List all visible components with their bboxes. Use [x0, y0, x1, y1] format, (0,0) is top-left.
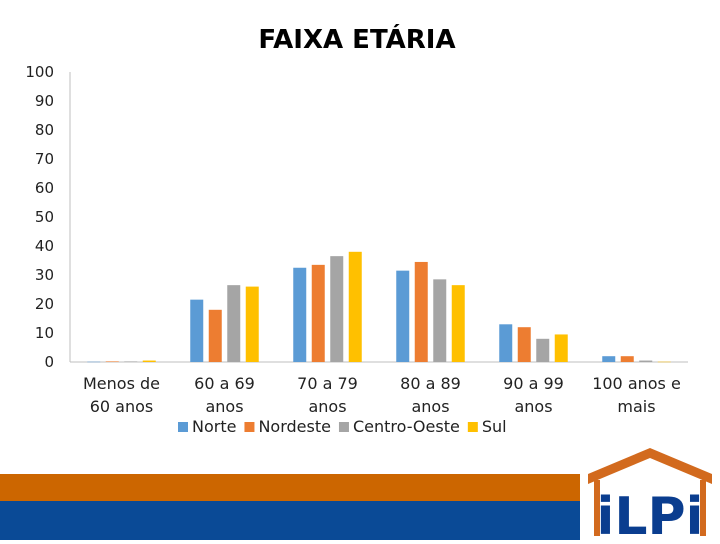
y-tick-label: 40 — [35, 237, 54, 255]
legend-entry: Norte — [192, 417, 236, 436]
legend-swatch — [467, 422, 478, 432]
x-category-label: 100 anos e mais — [592, 374, 681, 416]
legend-entry: Sul — [482, 417, 507, 436]
bar-nordeste — [620, 356, 634, 362]
bar-centro-oeste — [227, 285, 241, 362]
bar-centro-oeste — [536, 338, 550, 362]
bar-centro-oeste — [330, 256, 344, 362]
y-axis: 0 10 20 30 40 50 60 70 80 90 100 — [25, 63, 688, 371]
x-axis-labels: Menos de 60 anos 60 a 69 anos 70 a 79 anos 80 … — [83, 374, 681, 416]
bars — [87, 251, 671, 363]
house-wall-left — [594, 480, 600, 536]
legend-entry: Centro-Oeste — [353, 417, 460, 436]
x-category-label: 90 a 99 anos — [503, 374, 564, 416]
y-tick-label: 0 — [44, 353, 54, 371]
bar-sul — [245, 286, 259, 362]
x-category-label: Menos de 60 anos — [83, 374, 160, 416]
bar-nordeste — [105, 361, 119, 362]
x-category-label: 80 a 89 anos — [400, 374, 461, 416]
x-category-label: 70 a 79 anos — [297, 374, 358, 416]
bar-sul — [142, 360, 156, 362]
y-tick-label: 80 — [35, 121, 54, 139]
legend-swatch — [178, 422, 188, 432]
bar-norte — [190, 299, 204, 362]
ilpi-logo-graphic: iLPi — [588, 448, 712, 544]
house-wall-right — [700, 480, 706, 536]
legend-entry: Nordeste — [258, 417, 331, 436]
bar-centro-oeste — [433, 279, 447, 362]
bar-norte — [293, 267, 307, 362]
bar-centro-oeste — [124, 361, 138, 362]
logo-text: iLPi — [597, 487, 704, 540]
y-tick-label: 60 — [35, 179, 54, 197]
bar-nordeste — [414, 261, 428, 362]
y-tick-label: 20 — [35, 295, 54, 313]
y-tick-label: 100 — [25, 63, 54, 81]
bar-centro-oeste — [639, 360, 653, 362]
bar-sul — [554, 334, 568, 362]
bar-norte — [396, 270, 410, 362]
bar-nordeste — [208, 309, 222, 362]
bar-sul — [657, 361, 671, 363]
bar-norte — [602, 356, 616, 362]
legend: Norte Nordeste Centro-Oeste Sul — [178, 417, 507, 436]
x-category-label: 60 a 69 anos — [194, 374, 255, 416]
roof-icon — [588, 448, 712, 484]
ilpi-logo: iLPi — [580, 444, 720, 544]
y-tick-label: 70 — [35, 150, 54, 168]
y-tick-label: 10 — [35, 324, 54, 342]
legend-swatch — [338, 422, 349, 432]
bar-norte — [499, 324, 513, 362]
footer-blue-band — [0, 501, 580, 540]
bar-sul — [451, 285, 465, 362]
footer-orange-band — [0, 474, 580, 501]
bar-nordeste — [517, 327, 531, 362]
y-tick-label: 30 — [35, 266, 54, 284]
bar-norte — [87, 361, 101, 363]
y-tick-label: 50 — [35, 208, 54, 226]
legend-swatch — [244, 422, 255, 432]
bar-nordeste — [311, 264, 325, 362]
bar-sul — [348, 251, 362, 362]
bar-chart: FAIXA ETÁRIA 0 10 20 30 40 50 60 70 80 90 100 Meno… — [25, 23, 688, 436]
y-tick-label: 90 — [35, 92, 54, 110]
chart-title: FAIXA ETÁRIA — [258, 23, 455, 55]
